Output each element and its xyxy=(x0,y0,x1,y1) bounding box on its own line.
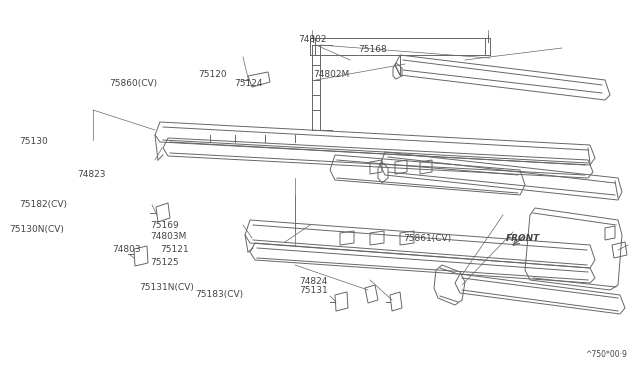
Text: 74803M: 74803M xyxy=(150,232,187,241)
Text: 75131N(CV): 75131N(CV) xyxy=(140,283,195,292)
Text: 75121: 75121 xyxy=(160,245,189,254)
Text: 75130: 75130 xyxy=(19,137,48,146)
Text: 75120: 75120 xyxy=(198,70,227,79)
Text: 75130N(CV): 75130N(CV) xyxy=(10,225,65,234)
Text: 74824: 74824 xyxy=(300,277,328,286)
Text: 74823: 74823 xyxy=(77,170,106,179)
Text: 75169: 75169 xyxy=(150,221,179,230)
Text: 75131: 75131 xyxy=(300,286,328,295)
Text: 75861(CV): 75861(CV) xyxy=(403,234,451,243)
Text: ^750*00·9: ^750*00·9 xyxy=(586,350,627,359)
Text: 74802M: 74802M xyxy=(314,70,350,79)
Text: 75124: 75124 xyxy=(234,79,262,88)
Text: 75182(CV): 75182(CV) xyxy=(19,200,67,209)
Text: 75183(CV): 75183(CV) xyxy=(195,290,243,299)
Text: 74802: 74802 xyxy=(298,35,326,44)
Text: FRONT: FRONT xyxy=(506,234,540,243)
Text: 74803: 74803 xyxy=(112,245,141,254)
Text: 75125: 75125 xyxy=(150,258,179,267)
Text: 75168: 75168 xyxy=(358,45,387,54)
Text: 75860(CV): 75860(CV) xyxy=(109,79,157,88)
